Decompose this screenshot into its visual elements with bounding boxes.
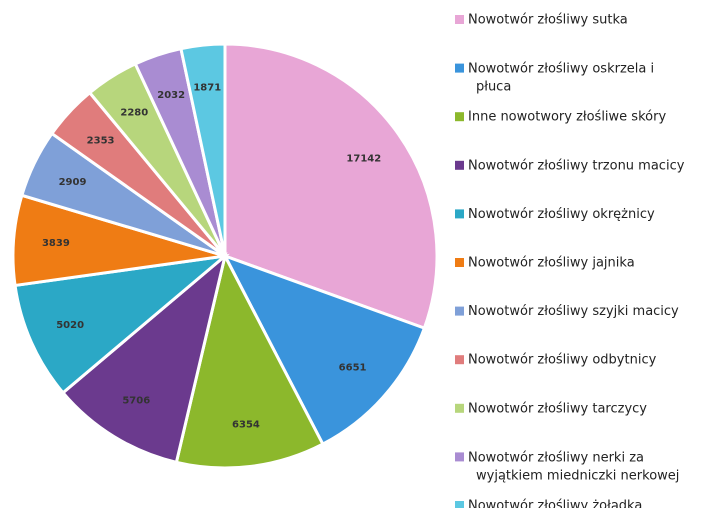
legend-label: Inne nowotwory złośliwe skóry <box>468 110 666 125</box>
slice-label: 6354 <box>232 419 260 430</box>
legend-swatch <box>455 63 464 73</box>
slice-label: 2353 <box>87 136 115 147</box>
legend-label: Nowotwór złośliwy okrężnicy <box>468 207 655 222</box>
legend-swatch <box>455 306 464 316</box>
pie-slice <box>60 251 228 465</box>
legend-swatch <box>455 452 464 462</box>
legend-swatch <box>455 258 464 267</box>
legend-label: Nowotwór złośliwy oskrzela i płuca <box>468 61 654 94</box>
slice-label: 2280 <box>120 108 148 119</box>
legend-swatch <box>455 112 464 122</box>
pie-slice <box>223 42 439 331</box>
slice-label: 2909 <box>59 177 87 188</box>
slice-label: 3839 <box>42 238 70 249</box>
legend-swatch <box>455 403 464 413</box>
pie-slice <box>179 42 227 257</box>
legend-label: Nowotwór złośliwy jajnika <box>468 256 635 271</box>
slice-label: 17142 <box>346 154 381 165</box>
slice-label: 2032 <box>157 90 185 101</box>
legend-swatch <box>455 209 464 219</box>
legend-label: Nowotwór złośliwy nerki za wyjątkiem mied… <box>468 450 679 483</box>
legend-label: Nowotwór złośliwy tarczycy <box>468 401 647 416</box>
legend-swatch <box>455 355 464 365</box>
legend-swatch <box>455 501 464 510</box>
slice-label: 5020 <box>56 320 84 331</box>
slice-label: 6651 <box>339 363 367 374</box>
pie-slice <box>13 253 230 395</box>
slice-label: 5706 <box>122 396 150 407</box>
pie-slice <box>221 253 427 447</box>
legend-label: Nowotwór złośliwy trzonu macicy <box>468 158 685 173</box>
legend-swatch <box>455 160 464 170</box>
legend-swatch <box>455 15 464 24</box>
legend-label: Nowotwór złośliwy szyjki macicy <box>468 304 679 319</box>
legend-label: Nowotwór złośliwy żołądka <box>468 499 642 509</box>
legend-label: Nowotwór złośliwy odbytnicy <box>468 353 657 368</box>
legend-label: Nowotwór złośliwy sutka <box>468 13 628 28</box>
slice-label: 1871 <box>193 82 221 93</box>
